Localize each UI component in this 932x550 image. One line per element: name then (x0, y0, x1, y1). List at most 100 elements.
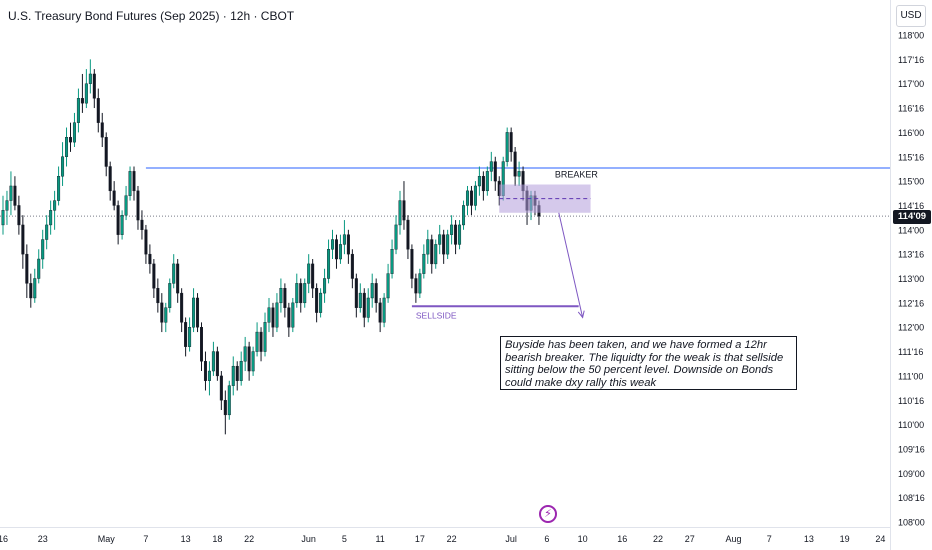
x-tick-label: Jun (301, 534, 316, 544)
candle-body (61, 156, 65, 177)
candle-body (338, 244, 342, 260)
y-tick-label: 109'16 (898, 444, 925, 454)
y-tick-label: 108'16 (898, 493, 925, 503)
candle-body (366, 297, 370, 318)
y-tick-label: 113'16 (898, 250, 924, 260)
candle-body (342, 234, 346, 245)
candle-body (406, 219, 410, 250)
candle-body (9, 185, 13, 201)
candle-body (505, 132, 509, 162)
y-tick-label: 112'00 (898, 323, 924, 333)
candle-body (259, 331, 263, 352)
candle-body (57, 176, 61, 201)
candle-body (469, 190, 473, 206)
x-tick-label: 11 (375, 534, 384, 544)
candle-body (450, 224, 454, 235)
x-tick-label: 23 (38, 534, 48, 544)
candle-body (394, 224, 398, 250)
candle-body (267, 307, 271, 323)
candle-body (88, 73, 92, 84)
candle-body (386, 273, 390, 299)
candle-body (350, 253, 354, 279)
breaker-label: BREAKER (555, 170, 599, 180)
candle-body (80, 98, 84, 104)
x-tick-label: 18 (212, 534, 222, 544)
candle-body (354, 278, 358, 308)
price-axis-border (890, 0, 891, 550)
y-tick-label: 111'16 (898, 347, 923, 357)
candle-body (5, 200, 9, 211)
candle-body (402, 200, 406, 221)
x-tick-label: 27 (685, 534, 695, 544)
candle-body (327, 249, 331, 279)
y-tick-label: 111'00 (898, 371, 923, 381)
candle-body (29, 283, 33, 299)
candle-body (49, 210, 53, 226)
candle-body (132, 171, 136, 192)
candle-body (517, 171, 521, 177)
x-tick-label: May (98, 534, 116, 544)
y-tick-label: 115'00 (898, 177, 924, 187)
candle-body (84, 83, 88, 104)
y-tick-label: 117'00 (898, 79, 924, 89)
candle-body (295, 283, 299, 304)
candle-body (21, 224, 25, 255)
x-tick-label: 16 (617, 534, 627, 544)
x-tick-label: 7 (143, 534, 148, 544)
candle-body (255, 331, 259, 352)
candle-body (299, 283, 303, 304)
x-tick-label: 16 (0, 534, 8, 544)
candle-body (275, 302, 279, 328)
candle-body (156, 288, 160, 304)
candle-body (140, 219, 144, 230)
candle-body (414, 278, 418, 294)
x-tick-label: 22 (447, 534, 457, 544)
candle-body (509, 132, 513, 153)
y-tick-label: 109'00 (898, 469, 925, 479)
candle-body (315, 288, 319, 313)
candle-body (311, 263, 315, 289)
candle-body (92, 73, 96, 99)
candle-body (231, 365, 235, 386)
candle-body (108, 166, 112, 192)
y-tick-label: 108'00 (898, 518, 925, 528)
y-tick-label: 117'16 (898, 55, 924, 65)
chart-title: U.S. Treasury Bond Futures (Sep 2025) · … (8, 9, 295, 23)
lightning-icon[interactable]: ⚡ (539, 505, 557, 523)
last-price-label: 114'09 (893, 210, 931, 224)
candle-body (462, 205, 466, 226)
candle-body (430, 239, 434, 265)
candle-body (192, 297, 196, 328)
candle-body (180, 292, 184, 323)
candle-body (41, 239, 45, 260)
candle-body (76, 98, 80, 123)
candle-body (334, 239, 338, 260)
candle-body (124, 195, 128, 216)
candle-body (184, 322, 188, 347)
candle-body (346, 234, 350, 255)
candle-body (168, 283, 172, 308)
candle-body (382, 297, 386, 323)
candle-body (358, 292, 362, 308)
candle-body (410, 249, 414, 279)
x-tick-label: 5 (342, 534, 347, 544)
candle-body (481, 176, 485, 192)
candle-body (247, 346, 251, 372)
candle-body (172, 263, 176, 284)
candle-body (458, 224, 462, 245)
candle-body (53, 200, 57, 211)
x-tick-label: 22 (244, 534, 254, 544)
analysis-note[interactable]: Buyside has been taken, and we have form… (500, 336, 797, 390)
candle-body (291, 302, 295, 328)
y-tick-label: 112'16 (898, 298, 924, 308)
candle-body (239, 361, 243, 381)
currency-button[interactable]: USD (896, 5, 926, 27)
y-tick-label: 118'00 (898, 31, 924, 41)
sellside-label: SELLSIDE (416, 310, 457, 320)
candle-body (243, 346, 247, 362)
candle-body (203, 361, 207, 381)
candle-body (513, 151, 517, 177)
y-tick-label: 116'16 (898, 104, 924, 114)
candle-body (283, 288, 287, 308)
